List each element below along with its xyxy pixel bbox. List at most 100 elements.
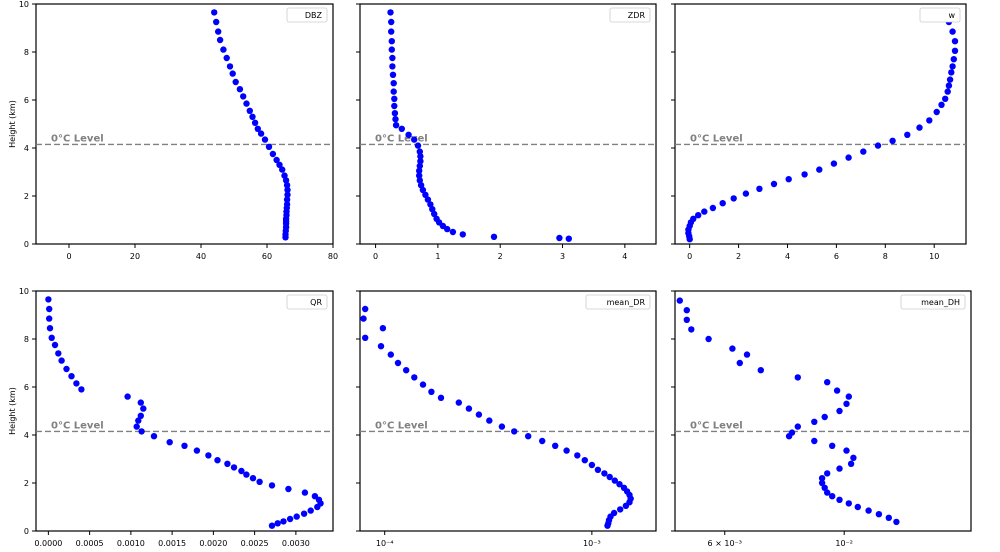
data-point: [214, 457, 221, 464]
data-point: [950, 56, 957, 63]
y-axis-label: Height (km): [8, 100, 17, 148]
data-point: [756, 185, 763, 192]
y-tick-label: 0: [24, 527, 29, 536]
data-point: [389, 71, 397, 79]
legend-entry: w: [948, 11, 955, 20]
data-point: [824, 470, 831, 477]
x-tick-label: 0.0020: [199, 539, 227, 548]
data-point: [617, 506, 624, 513]
data-point: [68, 373, 75, 380]
legend-box: [286, 7, 328, 23]
chart-panel-w: 0 2 4 6 8 10 0°C Level w: [671, 3, 967, 261]
data-point: [405, 131, 412, 138]
data-point: [223, 54, 230, 62]
data-point: [276, 161, 283, 168]
data-point: [511, 428, 518, 435]
zero-degree-level-label: 0°C Level: [51, 420, 104, 431]
x-tick-label: 0.0010: [117, 539, 145, 548]
data-point: [224, 460, 231, 467]
data-point: [581, 457, 588, 464]
x-tick-label: 10⁻²: [835, 539, 853, 548]
data-point: [730, 195, 737, 202]
data-point: [811, 437, 818, 445]
data-point: [785, 176, 792, 183]
data-point: [860, 148, 867, 155]
data-point: [58, 357, 65, 364]
axes-frame: [35, 290, 334, 532]
data-point: [392, 116, 399, 123]
data-point: [55, 350, 62, 357]
data-point: [444, 225, 451, 233]
data-point: [286, 515, 294, 523]
data-point: [705, 335, 712, 343]
zero-degree-level-label: 0°C Level: [690, 133, 743, 144]
data-point: [411, 374, 418, 381]
x-tick-label: 0: [66, 252, 71, 261]
data-point: [490, 233, 498, 240]
x-tick-label: 40: [196, 252, 206, 261]
data-point: [257, 130, 265, 137]
data-point: [51, 341, 59, 349]
data-point: [830, 160, 838, 167]
data-point: [893, 518, 900, 526]
data-point: [211, 9, 218, 16]
x-tick-label: 20: [130, 252, 140, 261]
data-point: [854, 503, 861, 511]
data-point: [606, 473, 613, 481]
data-point: [622, 502, 630, 509]
y-tick-label: 4: [24, 144, 29, 153]
data-point: [150, 433, 158, 440]
data-point: [390, 80, 397, 87]
data-point: [475, 411, 483, 418]
y-tick-label: 8: [24, 335, 29, 344]
data-point: [498, 423, 506, 430]
x-tick-label: 0.0015: [158, 539, 186, 548]
legend-box: [609, 7, 651, 23]
data-point: [283, 182, 291, 189]
x-tick-label: 10⁻⁴: [376, 539, 394, 548]
data-point: [279, 166, 286, 173]
data-point: [362, 305, 369, 313]
data-point: [78, 386, 85, 393]
data-point: [416, 148, 423, 155]
data-point: [390, 88, 397, 95]
data-point: [256, 478, 263, 485]
data-point: [133, 423, 140, 430]
data-point: [429, 206, 436, 213]
data-point: [419, 381, 427, 388]
legend-box: [286, 294, 328, 310]
y-tick-label: 0: [24, 240, 29, 249]
data-point: [226, 63, 234, 70]
data-point: [46, 325, 54, 332]
data-point: [417, 153, 424, 160]
x-tick-label: 6 × 10⁻³: [708, 539, 743, 548]
data-point: [205, 452, 212, 459]
data-point: [417, 182, 425, 189]
data-point: [843, 447, 850, 454]
data-point: [719, 200, 726, 207]
data-point: [449, 228, 457, 236]
data-point: [379, 325, 387, 332]
data-point: [459, 231, 466, 238]
data-point: [788, 429, 796, 436]
data-point: [836, 407, 843, 415]
data-point: [821, 413, 828, 421]
data-point: [611, 477, 618, 484]
data-point: [388, 28, 395, 35]
data-point: [314, 503, 321, 511]
data-point: [238, 467, 245, 475]
data-point: [563, 447, 570, 454]
data-point: [232, 78, 239, 86]
x-tick-label: 10⁻³: [583, 539, 601, 548]
data-point: [949, 28, 956, 35]
y-axis-label: Height (km): [8, 387, 17, 435]
data-point: [845, 500, 852, 507]
data-point: [392, 122, 400, 129]
data-point: [265, 143, 273, 150]
y-tick-label: 10: [19, 287, 29, 296]
data-point: [387, 351, 394, 358]
legend-box: [585, 294, 651, 310]
chart-panel-mean_dh: 6 × 10⁻³ 10⁻² 0°C Level mean_DH: [671, 290, 972, 548]
data-point: [688, 326, 695, 333]
data-point: [254, 125, 261, 132]
